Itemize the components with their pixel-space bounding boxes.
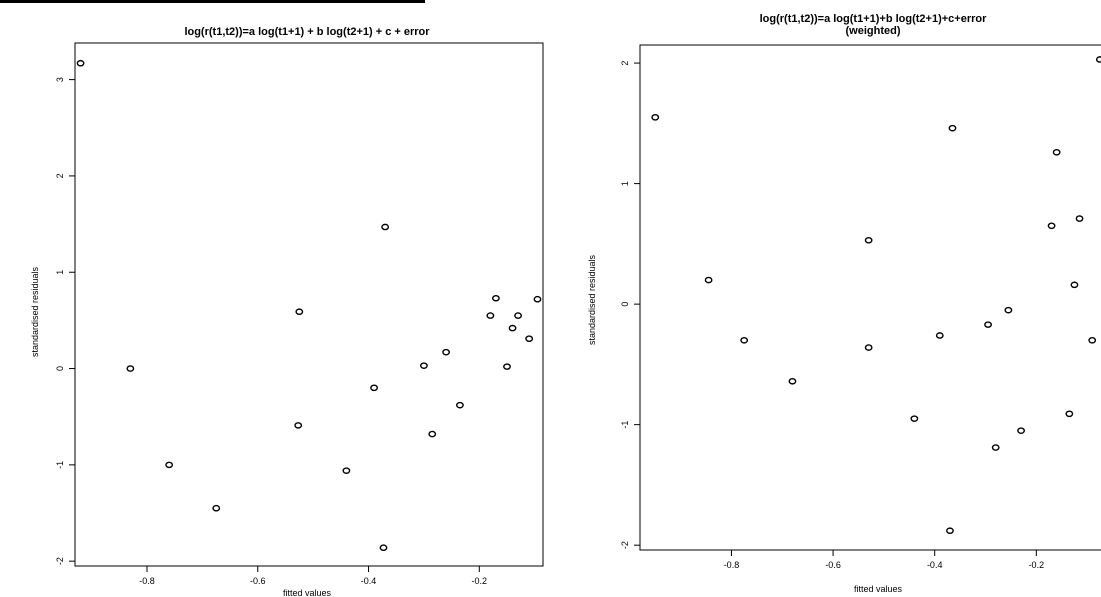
right-data-point: [740, 336, 749, 344]
right-plot-frame: [639, 44, 1101, 551]
left-y-tick-label: -2: [55, 557, 65, 565]
right-data-point: [948, 124, 957, 132]
right-x-tick-label: -0.4: [927, 560, 943, 570]
right-x-label: fitted values: [854, 584, 903, 594]
left-x-tick-label: -0.4: [361, 576, 377, 586]
left-data-point: [295, 308, 304, 316]
left-data-point: [76, 59, 85, 67]
right-data-point: [651, 114, 660, 121]
left-data-point: [486, 312, 495, 319]
left-y-tick-label: 1: [55, 270, 65, 275]
left-y-tick-label: 0: [55, 366, 65, 371]
left-data-point: [294, 422, 303, 429]
right-x-axis: -0.8 -0.6 -0.4 -0.2: [724, 550, 1044, 570]
right-data-point: [1047, 222, 1056, 230]
left-data-point: [514, 312, 522, 319]
right-data-point: [864, 344, 873, 351]
left-data-point: [503, 363, 511, 370]
right-points: [651, 56, 1101, 535]
right-data-point: [946, 527, 954, 535]
right-data-point: [910, 415, 919, 422]
left-x-label: fitted values: [283, 588, 332, 597]
right-data-point: [1052, 148, 1061, 156]
left-data-point: [342, 467, 351, 474]
right-x-tick-label: -0.6: [825, 560, 841, 570]
right-data-point: [704, 276, 713, 284]
left-points: [76, 59, 542, 551]
right-y-label: standardised residuals: [587, 254, 597, 345]
right-data-point: [1075, 215, 1084, 222]
left-data-point: [442, 348, 450, 356]
right-data-point: [984, 321, 992, 328]
left-data-point: [165, 461, 174, 469]
plot-right: log(r(t1,t2))=a log(t1+1)+b log(t2+1)+c+…: [587, 13, 1101, 594]
left-y-tick-label: -1: [55, 461, 65, 469]
left-data-point: [428, 430, 437, 438]
left-data-point: [456, 401, 464, 409]
left-y-tick-label: 3: [55, 77, 65, 82]
right-data-point: [1095, 56, 1101, 63]
right-data-point: [1088, 336, 1097, 344]
left-x-tick-label: -0.2: [472, 576, 488, 586]
left-data-point: [379, 544, 388, 551]
right-data-point: [1004, 306, 1013, 314]
left-plot-frame: [74, 42, 544, 567]
left-x-tick-label: -0.6: [250, 576, 266, 586]
right-data-point: [788, 377, 797, 385]
right-y-tick-label: 0: [620, 302, 630, 307]
left-title: log(r(t1,t2))=a log(t1+1) + b log(t2+1) …: [184, 26, 430, 38]
right-y-tick-label: 1: [620, 181, 630, 186]
right-data-point: [935, 332, 944, 339]
top-rule: [0, 0, 425, 3]
plot-left: log(r(t1,t2))=a log(t1+1) + b log(t2+1) …: [30, 26, 544, 597]
left-data-point: [126, 365, 135, 372]
left-x-axis: -0.8 -0.6 -0.4 -0.2: [139, 566, 487, 586]
right-data-point: [864, 236, 873, 244]
right-subtitle: (weighted): [846, 25, 901, 37]
left-y-tick-label: 2: [55, 173, 65, 178]
left-data-point: [420, 362, 428, 369]
right-data-point: [1065, 410, 1074, 418]
left-data-point: [508, 324, 517, 332]
right-title: log(r(t1,t2))=a log(t1+1)+b log(t2+1)+c+…: [760, 13, 987, 25]
right-data-point: [1070, 281, 1079, 289]
left-data-point: [533, 295, 542, 303]
right-x-tick-label: -0.2: [1029, 560, 1045, 570]
left-data-point: [370, 384, 378, 392]
left-y-axis: -2 -1 0 1 2 3: [55, 77, 75, 565]
right-y-tick-label: -2: [620, 541, 630, 549]
left-data-point: [492, 294, 500, 302]
right-y-tick-label: 2: [620, 61, 630, 66]
right-data-point: [991, 444, 1000, 451]
left-data-point: [525, 335, 534, 342]
right-data-point: [1017, 427, 1025, 434]
left-y-label: standardised residuals: [30, 266, 40, 357]
left-data-point: [381, 223, 390, 231]
right-y-tick-label: -1: [620, 421, 630, 429]
right-x-tick-label: -0.8: [724, 560, 740, 570]
left-x-tick-label: -0.8: [139, 576, 155, 586]
left-data-point: [212, 504, 221, 512]
right-y-axis: -2 -1 0 1 2: [620, 61, 640, 549]
